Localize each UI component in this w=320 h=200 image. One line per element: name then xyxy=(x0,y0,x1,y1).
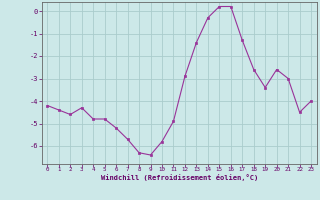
X-axis label: Windchill (Refroidissement éolien,°C): Windchill (Refroidissement éolien,°C) xyxy=(100,174,258,181)
